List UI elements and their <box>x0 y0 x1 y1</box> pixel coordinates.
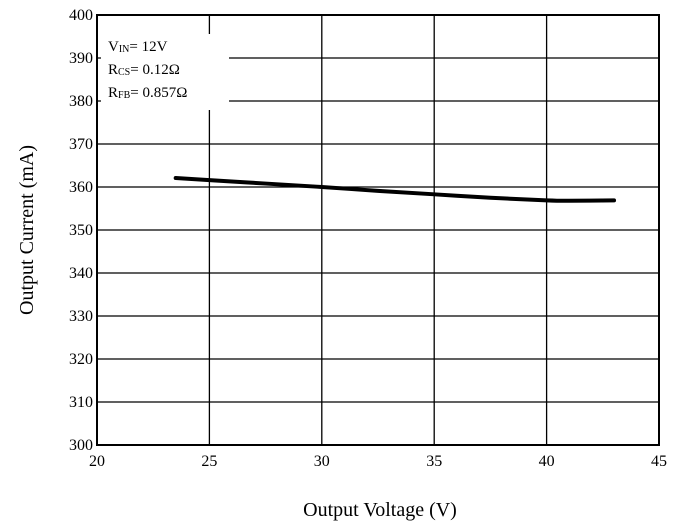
plot-frame <box>96 14 660 446</box>
x-tick-label-40: 40 <box>539 453 555 470</box>
y-axis-title: Output Current (mA) <box>16 145 38 315</box>
y-tick-label-340: 340 <box>69 265 93 282</box>
x-tick-label-25: 25 <box>201 453 217 470</box>
series-line-output-current <box>173 175 617 203</box>
annotation-box <box>101 34 229 110</box>
y-tick-label-350: 350 <box>69 222 93 239</box>
y-tick-label-320: 320 <box>69 351 93 368</box>
y-tick-label-370: 370 <box>69 136 93 153</box>
x-axis-title: Output Voltage (V) <box>303 499 457 521</box>
y-tick-labels: 300 310 320 330 340 350 360 370 380 390 400 <box>69 7 93 454</box>
x-tick-label-30: 30 <box>314 453 330 470</box>
annotation-line-3: RFB= 0.857Ω <box>108 85 187 101</box>
annotation-text: VIN= 12V RCS= 0.12Ω RFB= 0.857Ω <box>108 39 187 101</box>
x-tick-labels: 20 25 30 35 40 45 <box>89 453 667 470</box>
x-tick-label-35: 35 <box>426 453 442 470</box>
y-tick-label-360: 360 <box>69 179 93 196</box>
x-tick-label-20: 20 <box>89 453 105 470</box>
y-tick-label-400: 400 <box>69 7 93 24</box>
y-tick-label-300: 300 <box>69 437 93 454</box>
x-tick-label-45: 45 <box>651 453 667 470</box>
annotation-line-2: RCS= 0.12Ω <box>108 62 180 78</box>
y-tick-label-390: 390 <box>69 50 93 67</box>
y-tick-label-330: 330 <box>69 308 93 325</box>
gridlines <box>96 14 660 446</box>
y-tick-label-310: 310 <box>69 394 93 411</box>
annotation-line-1: VIN= 12V <box>108 39 168 55</box>
y-tick-label-380: 380 <box>69 93 93 110</box>
